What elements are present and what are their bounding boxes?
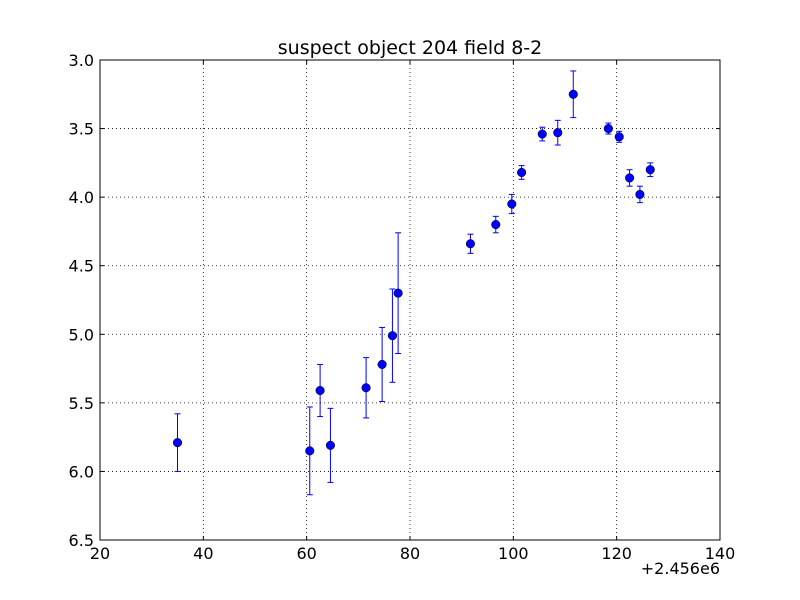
data-point (315, 385, 325, 396)
y-axis-tick-labels: 3.0 3.5 4.0 4.5 5.0 5.5 6.0 6.5 (69, 51, 94, 550)
x-tick-label: 100 (498, 544, 529, 563)
y-tick-label: 5.5 (69, 394, 94, 413)
y-tick-label: 6.5 (69, 531, 94, 550)
data-point (377, 359, 387, 370)
x-axis-offset-label: +2.456e6 (641, 559, 720, 578)
x-tick-label: 80 (400, 544, 420, 563)
data-point (507, 199, 517, 209)
data-point (568, 89, 578, 99)
data-point (537, 129, 547, 139)
axis-ticks (99, 59, 721, 541)
data-point (603, 124, 613, 134)
x-axis-tick-labels: 20 40 60 80 100 120 140 (90, 544, 735, 563)
grid (100, 60, 720, 540)
x-tick-label: 20 (90, 544, 110, 563)
data-point (465, 239, 476, 249)
data-point (491, 220, 501, 230)
data-point (387, 331, 397, 341)
data-point (614, 132, 624, 142)
data-point (625, 173, 635, 183)
data-point (645, 165, 655, 175)
data-point (361, 383, 371, 393)
y-tick-label: 6.0 (69, 462, 94, 481)
data-point (517, 167, 527, 178)
chart-title: suspect object 204 field 8-2 (278, 37, 543, 59)
y-tick-label: 3.0 (69, 51, 94, 70)
data-point (172, 438, 183, 448)
y-tick-label: 4.5 (69, 257, 94, 276)
x-tick-label: 140 (705, 544, 736, 563)
y-tick-label: 3.5 (69, 120, 94, 139)
y-tick-label: 5.0 (69, 325, 94, 344)
data-point (635, 189, 645, 199)
data-point (393, 288, 403, 298)
x-tick-label: 120 (601, 544, 632, 563)
y-tick-label: 4.0 (69, 188, 94, 207)
data-point (553, 128, 563, 138)
data-point (325, 440, 335, 450)
x-tick-label: 60 (296, 544, 316, 563)
data-point (305, 446, 315, 456)
x-tick-label: 40 (193, 544, 213, 563)
data-series (172, 70, 655, 496)
